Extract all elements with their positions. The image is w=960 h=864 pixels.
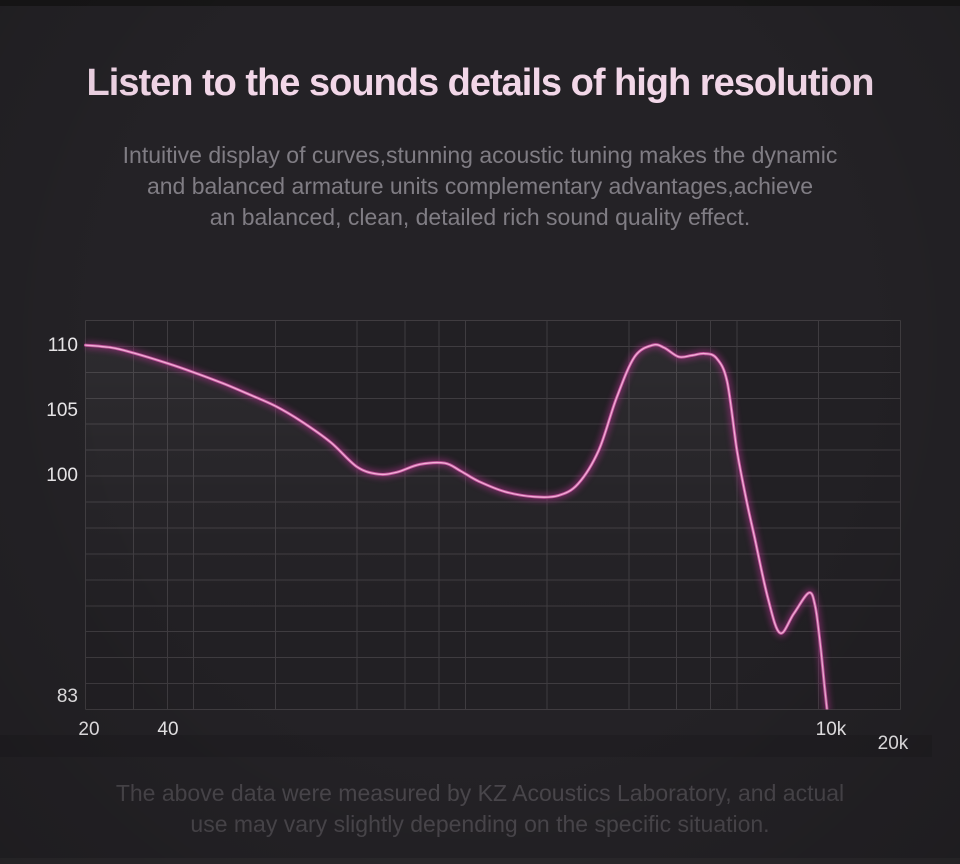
footnote-line-1: The above data were measured by KZ Acous… xyxy=(115,780,845,806)
x-tick-label: 10k xyxy=(815,719,847,740)
x-tick-label: 40 xyxy=(157,719,179,740)
subtitle-line-2: and balanced armature units complementar… xyxy=(146,173,814,199)
top-edge-strip xyxy=(0,0,960,6)
x-tick-label: 20k xyxy=(877,733,909,754)
shade-band xyxy=(0,735,932,757)
subtitle-line-1: Intuitive display of curves,stunning aco… xyxy=(122,142,838,168)
x-tick-label: 20 xyxy=(78,719,100,740)
footnote-line-2: use may vary slightly depending on the s… xyxy=(190,811,770,837)
subtitle-line-3: an balanced, clean, detailed rich sound … xyxy=(209,204,751,230)
curve-highlight xyxy=(84,343,828,710)
y-tick-label: 105 xyxy=(46,400,78,421)
y-tick-label: 100 xyxy=(46,465,78,486)
subtitle: Intuitive display of curves,stunning aco… xyxy=(0,140,960,233)
y-tick-label: 110 xyxy=(47,335,78,356)
under-curve-fill xyxy=(85,344,828,710)
y-tick-label: 83 xyxy=(56,686,78,707)
footnote: The above data were measured by KZ Acous… xyxy=(0,778,960,840)
page-title: Listen to the sounds details of high res… xyxy=(86,62,875,104)
bottom-edge-strip xyxy=(0,858,960,864)
